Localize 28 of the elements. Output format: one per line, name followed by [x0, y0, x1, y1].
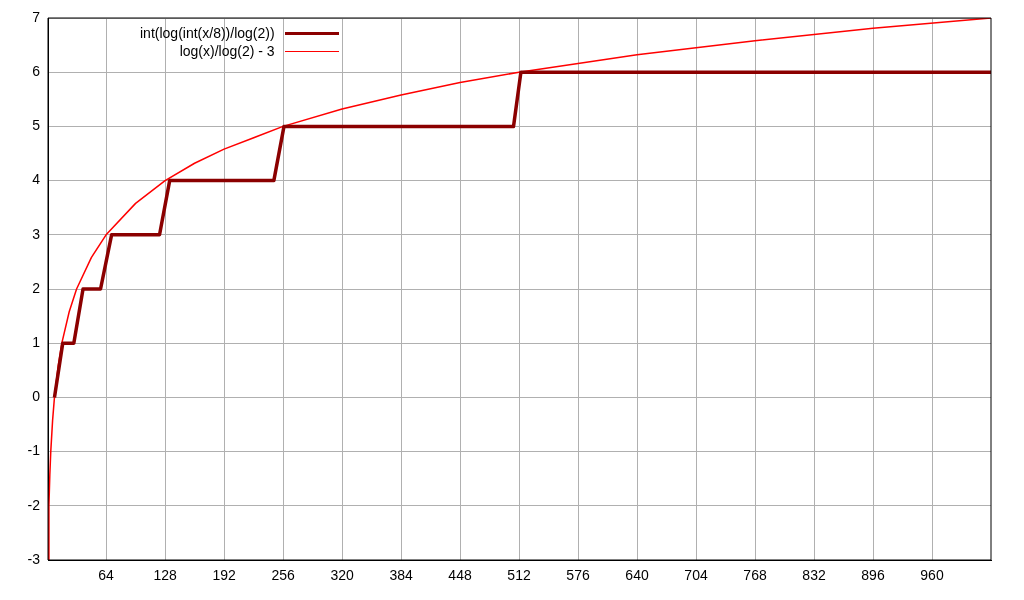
y-tick-label: 0 [32, 388, 41, 405]
x-tick-label: 256 [271, 567, 295, 584]
y-tick-label: 7 [32, 8, 41, 25]
y-tick-label: 3 [32, 225, 41, 242]
legend-label: int(log(int(x/8))/log(2)) [140, 24, 275, 42]
y-tick-label: 4 [32, 171, 41, 188]
x-tick-label: 768 [743, 567, 767, 584]
x-tick-label: 320 [330, 567, 354, 584]
y-tick-label: 6 [32, 63, 41, 80]
legend-label: log(x)/log(2) - 3 [179, 42, 275, 60]
x-tick-label: 384 [389, 567, 413, 584]
y-tick-label: 1 [32, 334, 41, 351]
x-tick-label: 640 [625, 567, 649, 584]
y-tick-label: -3 [27, 550, 41, 567]
y-tick-label: -2 [27, 496, 41, 513]
x-tick-label: 576 [566, 567, 590, 584]
y-tick-label: -1 [27, 442, 41, 459]
x-tick-label: 960 [920, 567, 944, 584]
x-tick-label: 832 [802, 567, 826, 584]
x-tick-label: 192 [212, 567, 236, 584]
x-tick-label: 896 [861, 567, 885, 584]
x-tick-label: 448 [448, 567, 472, 584]
y-tick-label: 2 [32, 279, 41, 296]
x-tick-label: 64 [98, 567, 115, 584]
x-tick-label: 128 [153, 567, 177, 584]
y-tick-label: 5 [32, 117, 41, 134]
x-tick-label: 704 [684, 567, 708, 584]
x-tick-label: 512 [507, 567, 531, 584]
